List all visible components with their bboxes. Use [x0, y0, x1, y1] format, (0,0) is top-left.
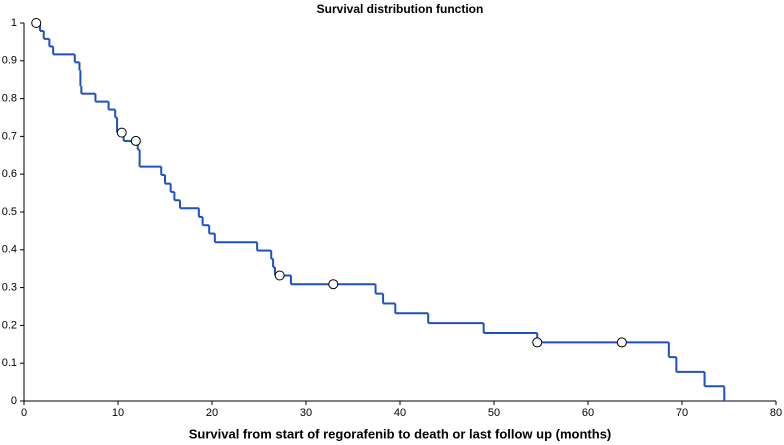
y-tick-label: 0.6: [2, 168, 17, 180]
censored-marker: [130, 135, 141, 146]
y-tick-label: 0: [11, 395, 17, 407]
x-tick-label: 0: [21, 407, 27, 419]
y-tick-label: 0.4: [2, 244, 17, 256]
y-tick-label: 0.5: [2, 206, 17, 218]
censored-marker: [31, 18, 42, 28]
y-tick-label: 0.8: [2, 93, 17, 105]
x-axis-label: Survival from start of regorafenib to de…: [189, 426, 612, 441]
x-tick-label: 80: [770, 407, 782, 419]
x-tick-label: 10: [112, 407, 124, 419]
x-tick-label: 60: [582, 407, 594, 419]
x-tick-label: 50: [488, 407, 500, 419]
y-tick-label: 0.9: [2, 55, 17, 67]
y-tick-label: 0.1: [2, 357, 17, 369]
censored-marker: [116, 127, 127, 138]
x-tick-label: 40: [394, 407, 406, 419]
censored-marker: [616, 337, 627, 348]
y-tick-label: 1: [11, 17, 17, 29]
y-tick-label: 0.7: [2, 130, 17, 142]
censored-marker: [328, 279, 339, 290]
censored-marker: [532, 337, 543, 348]
y-tick-label: 0.3: [2, 282, 17, 294]
chart-title: Survival distribution function: [317, 2, 484, 16]
x-tick-label: 20: [206, 407, 218, 419]
x-tick-label: 70: [676, 407, 688, 419]
censored-marker: [274, 270, 285, 281]
x-tick-label: 30: [300, 407, 312, 419]
y-tick-label: 0.2: [2, 319, 17, 331]
